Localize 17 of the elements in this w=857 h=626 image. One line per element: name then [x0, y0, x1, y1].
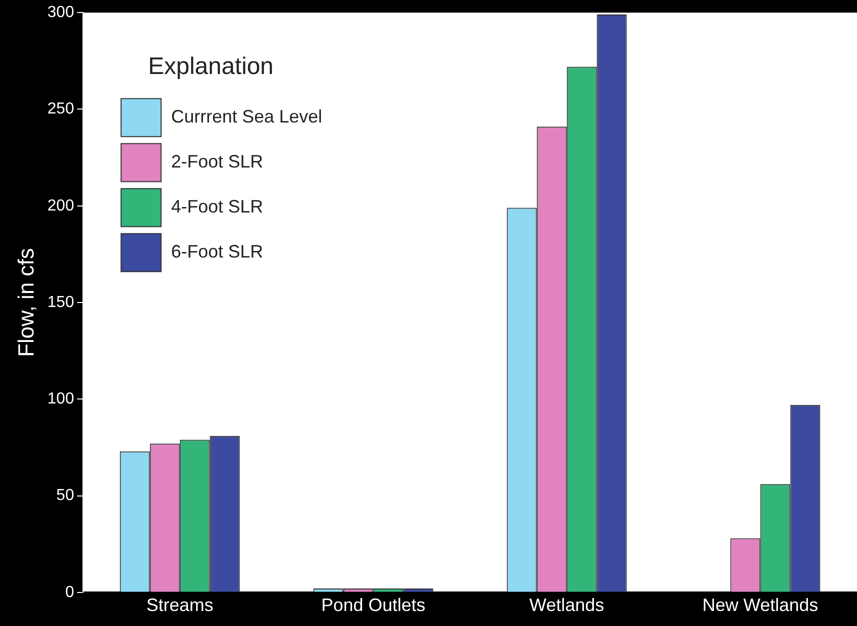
x-tick-label: Wetlands: [529, 595, 604, 616]
y-tick-label: 250: [47, 100, 74, 118]
y-tick-label: 200: [47, 197, 74, 214]
y-tick-label: 100: [47, 390, 74, 408]
legend-title: Explanation: [148, 53, 274, 80]
x-tick-label: Pond Outlets: [321, 595, 426, 616]
y-tick-label: 50: [56, 487, 74, 504]
y-tick-label: 300: [47, 4, 74, 22]
x-tick-label: New Wetlands: [702, 595, 818, 616]
y-tick-label: 150: [47, 294, 74, 311]
legend-label: 2-Foot SLR: [171, 152, 264, 172]
legend-label: 6-Foot SLR: [171, 242, 264, 262]
legend-label: 4-Foot SLR: [171, 196, 264, 217]
legend-label: Currrent Sea Level: [171, 106, 322, 127]
y-axis-title: Flow, in cfs: [13, 248, 38, 357]
y-tick-label: 0: [65, 584, 74, 601]
x-tick-label: Streams: [146, 595, 214, 616]
